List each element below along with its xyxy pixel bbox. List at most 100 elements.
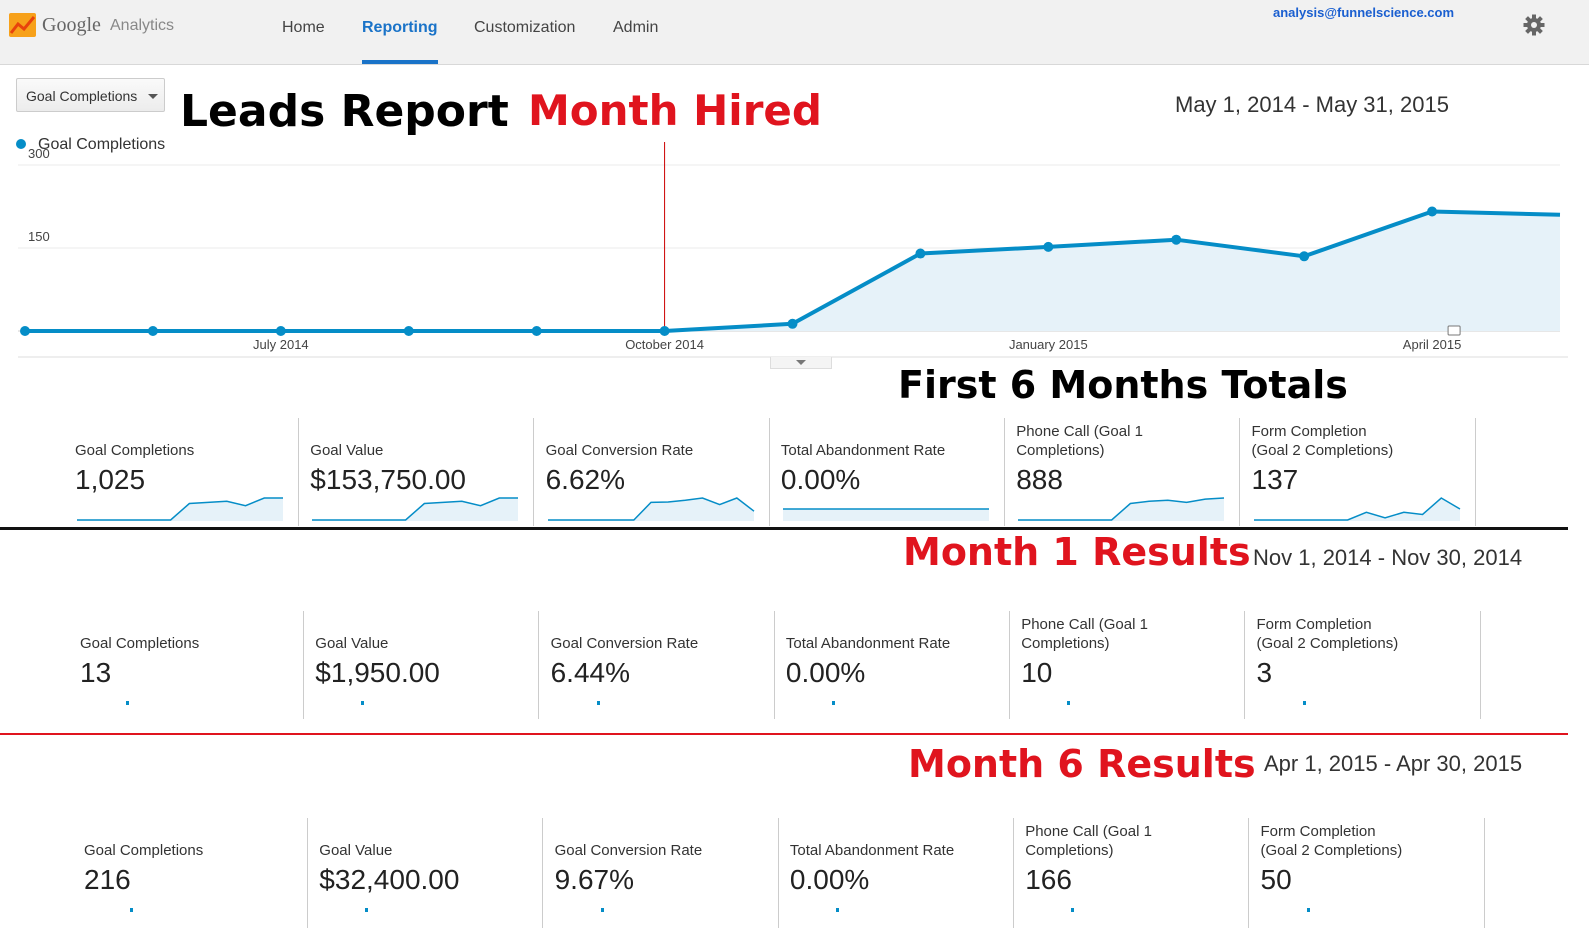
sparkline	[782, 508, 989, 521]
scorecard-first6[interactable]: Total Abandonment Rate 0.00%	[781, 418, 1015, 526]
chart-expand-toggle[interactable]	[770, 357, 832, 369]
scorecard-value: 137	[1251, 464, 1299, 495]
scorecard-value: $32,400.00	[319, 864, 460, 895]
scorecard-separator	[773, 611, 775, 719]
date-range-month1: Nov 1, 2014 - Nov 30, 2014	[1253, 545, 1523, 570]
scorecard-value: 0.00%	[780, 464, 861, 495]
sparkline-dot	[835, 908, 839, 912]
gear-icon[interactable]	[1523, 14, 1545, 36]
data-point	[147, 326, 158, 336]
y-tick-label: 150	[28, 229, 50, 244]
sparkline-dot	[1067, 701, 1071, 705]
scorecard-month1[interactable]: Total Abandonment Rate 0.00%	[786, 611, 1020, 719]
scorecard-month6[interactable]: Goal Value $32,400.00	[319, 818, 553, 928]
sparkline-area	[1018, 498, 1225, 521]
data-point	[1043, 241, 1054, 252]
sparkline-area	[1253, 498, 1460, 521]
legend-label[interactable]: Goal Completions	[38, 136, 166, 153]
legend-dot	[16, 139, 26, 149]
scorecard-value: $153,750.00	[310, 464, 467, 495]
sparkline-dot	[365, 908, 369, 912]
sparkline-area	[77, 498, 283, 521]
scorecard-first6[interactable]: Goal Value $153,750.00	[310, 418, 544, 526]
sparkline-line	[1253, 497, 1460, 521]
sparkline	[1018, 497, 1225, 521]
data-point	[915, 248, 926, 259]
scorecard-label: Total Abandonment Rate	[780, 442, 946, 459]
scorecard-month1[interactable]: Phone Call (Goal 1 Completions) 10	[1021, 611, 1255, 719]
sparkline	[835, 908, 839, 912]
x-tick-label: July 2014	[253, 337, 309, 352]
first6-title: First 6 Months Totals	[898, 363, 1348, 407]
analytics-logo-icon[interactable]	[9, 13, 36, 37]
scorecard-month6[interactable]: Goal Conversion Rate 9.67%	[555, 818, 789, 928]
nav-admin[interactable]: Admin	[613, 19, 659, 36]
data-point	[659, 326, 670, 336]
scorecard-month1[interactable]: Goal Conversion Rate 6.44%	[551, 611, 785, 719]
scorecard-separator	[307, 818, 308, 928]
nav-reporting[interactable]: Reporting	[362, 19, 438, 36]
scorecard-value: 166	[1025, 864, 1072, 895]
sparkline	[1253, 497, 1460, 521]
data-point	[787, 318, 798, 329]
nav-customization[interactable]: Customization	[474, 19, 576, 36]
data-point	[20, 326, 30, 336]
scorecard-first6[interactable]: Form Completion (Goal 2 Completions) 137	[1252, 418, 1486, 526]
scorecard-month6[interactable]: Form Completion (Goal 2 Completions) 50	[1261, 818, 1495, 928]
scorecard-separator	[1474, 418, 1476, 526]
scorecard-first6[interactable]: Goal Completions 1,025	[75, 418, 309, 526]
scorecard-first6[interactable]: Phone Call (Goal 1 Completions) 888	[1016, 418, 1250, 526]
scorecard-separator	[533, 418, 535, 526]
date-range-overall[interactable]: May 1, 2014 - May 31, 2015	[1175, 92, 1449, 117]
scorecard-value: 3	[1256, 657, 1273, 688]
scorecard-month1[interactable]: Goal Value $1,950.00	[315, 611, 549, 719]
scorecard-value: 9.67%	[554, 864, 634, 895]
scorecard-month6[interactable]: Total Abandonment Rate 0.00%	[790, 818, 1024, 928]
scorecard-label: Phone Call (Goal 1 Completions)	[1016, 423, 1143, 459]
sparkline-dot	[126, 701, 129, 705]
data-point	[275, 326, 286, 336]
scorecard-value: 888	[1016, 464, 1063, 495]
scorecard-month1[interactable]: Goal Completions 13	[80, 611, 314, 719]
scorecard-month1[interactable]: Form Completion (Goal 2 Completions) 3	[1257, 611, 1491, 719]
data-point	[403, 326, 414, 336]
sparkline	[1071, 908, 1075, 912]
annotation-icon	[1447, 325, 1461, 336]
section-divider-black	[0, 527, 1568, 530]
metric-dropdown-label: Goal Completions	[26, 88, 138, 104]
metric-dropdown[interactable]: Goal Completions	[16, 78, 165, 112]
scorecard-value: 0.00%	[789, 864, 870, 895]
sparkline	[77, 497, 283, 521]
scorecard-label: Goal Completions	[80, 635, 200, 652]
scorecard-separator	[777, 818, 779, 928]
scorecard-separator	[538, 611, 540, 719]
series-area	[25, 211, 1560, 331]
user-account-link[interactable]: analysis@funnelscience.com	[1273, 5, 1455, 20]
scorecard-separator	[1003, 418, 1005, 526]
scorecard-label: Goal Conversion Rate	[550, 635, 699, 652]
analytics-wordmark: Analytics	[110, 17, 175, 34]
sparkline	[130, 908, 133, 912]
sparkline-dot	[130, 908, 133, 912]
scorecard-label: Phone Call (Goal 1 Completions)	[1021, 616, 1148, 652]
sparkline	[365, 908, 369, 912]
scorecard-label: Goal Conversion Rate	[545, 442, 694, 459]
data-point	[1171, 234, 1182, 245]
scorecard-separator	[1008, 611, 1010, 719]
top-navigation-bar: Google Analytics Home Reporting Customiz…	[0, 0, 1589, 65]
sparkline-area	[547, 498, 754, 521]
sparkline-dot	[1302, 701, 1306, 705]
scorecard-label: Form Completion (Goal 2 Completions)	[1251, 423, 1394, 459]
scorecard-label: Total Abandonment Rate	[789, 842, 955, 859]
scorecard-first6[interactable]: Goal Conversion Rate 6.62%	[546, 418, 780, 526]
nav-home[interactable]: Home	[282, 19, 325, 36]
sparkline	[1067, 701, 1071, 705]
scorecard-month6[interactable]: Phone Call (Goal 1 Completions) 166	[1025, 818, 1259, 928]
sparkline-line	[1018, 497, 1225, 521]
sparkline	[831, 701, 835, 705]
scorecard-month6[interactable]: Goal Completions 216	[84, 818, 318, 928]
sparkline	[1302, 701, 1306, 705]
sparkline-dot	[600, 908, 604, 912]
data-point	[531, 326, 542, 336]
scorecard-separator	[1239, 418, 1241, 526]
